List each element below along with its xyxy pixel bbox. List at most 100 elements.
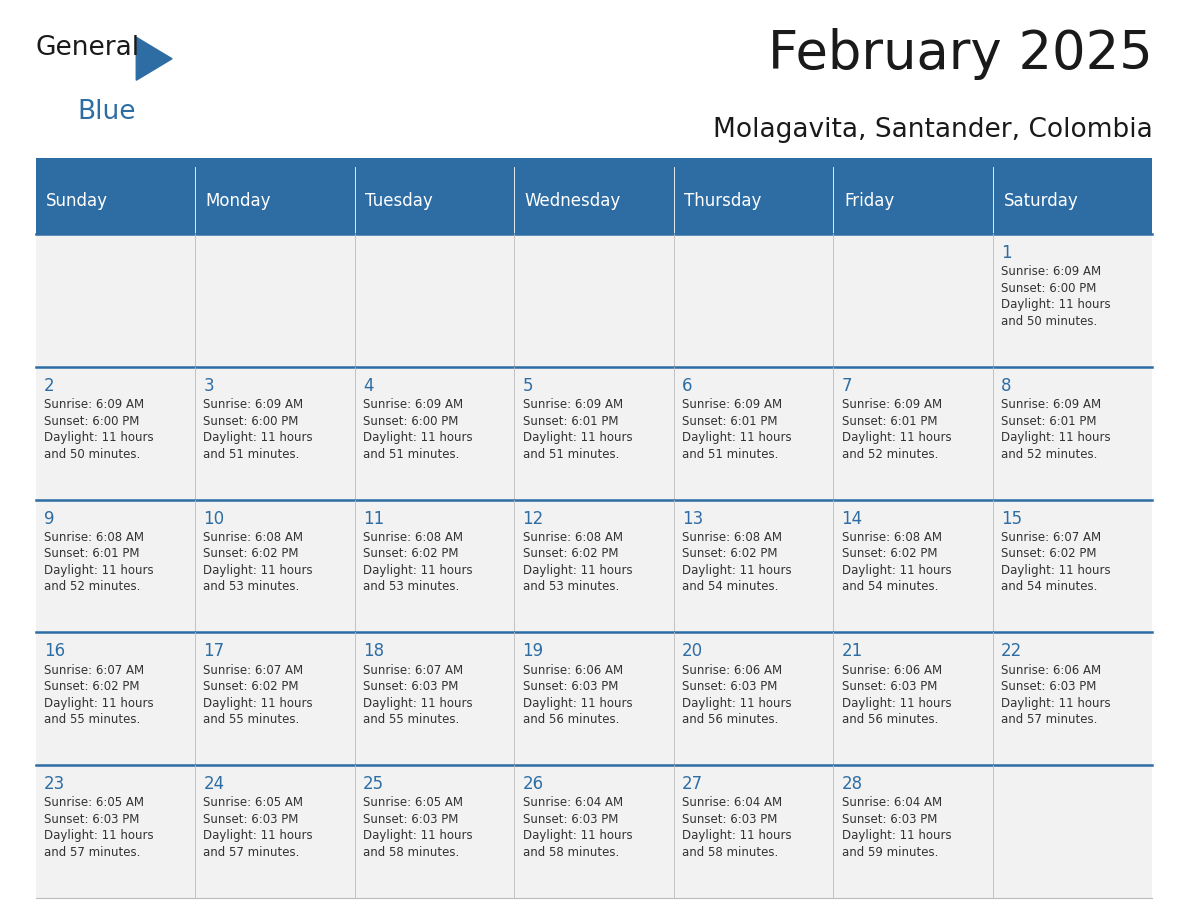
Text: Blue: Blue bbox=[77, 99, 135, 126]
Text: Wednesday: Wednesday bbox=[525, 192, 621, 209]
Text: Sunrise: 6:05 AM: Sunrise: 6:05 AM bbox=[203, 796, 303, 810]
Text: Sunrise: 6:09 AM: Sunrise: 6:09 AM bbox=[44, 398, 144, 411]
Text: and 51 minutes.: and 51 minutes. bbox=[203, 448, 299, 461]
Text: Sunset: 6:02 PM: Sunset: 6:02 PM bbox=[364, 547, 459, 560]
Text: Sunrise: 6:05 AM: Sunrise: 6:05 AM bbox=[44, 796, 144, 810]
Text: and 53 minutes.: and 53 minutes. bbox=[203, 580, 299, 593]
Text: Daylight: 11 hours: Daylight: 11 hours bbox=[523, 829, 632, 843]
Text: Sunset: 6:02 PM: Sunset: 6:02 PM bbox=[682, 547, 778, 560]
Text: Daylight: 11 hours: Daylight: 11 hours bbox=[1001, 564, 1111, 577]
Text: Daylight: 11 hours: Daylight: 11 hours bbox=[203, 829, 314, 843]
Text: 13: 13 bbox=[682, 509, 703, 528]
Text: Sunrise: 6:06 AM: Sunrise: 6:06 AM bbox=[1001, 664, 1101, 677]
Text: and 57 minutes.: and 57 minutes. bbox=[44, 845, 140, 859]
Text: and 56 minutes.: and 56 minutes. bbox=[841, 713, 939, 726]
Text: and 51 minutes.: and 51 minutes. bbox=[364, 448, 460, 461]
Text: and 52 minutes.: and 52 minutes. bbox=[44, 580, 140, 593]
Text: Sunday: Sunday bbox=[46, 192, 108, 209]
Text: 10: 10 bbox=[203, 509, 225, 528]
Text: Sunrise: 6:04 AM: Sunrise: 6:04 AM bbox=[523, 796, 623, 810]
Text: 19: 19 bbox=[523, 643, 544, 660]
Text: and 58 minutes.: and 58 minutes. bbox=[523, 845, 619, 859]
Text: Sunrise: 6:07 AM: Sunrise: 6:07 AM bbox=[203, 664, 304, 677]
Text: 27: 27 bbox=[682, 775, 703, 793]
Text: and 53 minutes.: and 53 minutes. bbox=[364, 580, 460, 593]
Text: Sunset: 6:00 PM: Sunset: 6:00 PM bbox=[364, 415, 459, 428]
Text: Sunset: 6:01 PM: Sunset: 6:01 PM bbox=[523, 415, 618, 428]
Text: Sunrise: 6:09 AM: Sunrise: 6:09 AM bbox=[1001, 265, 1101, 278]
Text: Sunset: 6:02 PM: Sunset: 6:02 PM bbox=[203, 680, 299, 693]
Text: and 53 minutes.: and 53 minutes. bbox=[523, 580, 619, 593]
Text: Sunset: 6:02 PM: Sunset: 6:02 PM bbox=[44, 680, 139, 693]
Text: Sunset: 6:00 PM: Sunset: 6:00 PM bbox=[203, 415, 299, 428]
Text: 20: 20 bbox=[682, 643, 703, 660]
Text: Daylight: 11 hours: Daylight: 11 hours bbox=[203, 564, 314, 577]
Text: 18: 18 bbox=[364, 643, 384, 660]
Text: Daylight: 11 hours: Daylight: 11 hours bbox=[364, 564, 473, 577]
Text: Monday: Monday bbox=[206, 192, 271, 209]
Text: Daylight: 11 hours: Daylight: 11 hours bbox=[523, 564, 632, 577]
Text: Sunset: 6:03 PM: Sunset: 6:03 PM bbox=[364, 680, 459, 693]
Text: Sunset: 6:03 PM: Sunset: 6:03 PM bbox=[841, 812, 937, 826]
Text: Sunset: 6:00 PM: Sunset: 6:00 PM bbox=[44, 415, 139, 428]
Text: Sunrise: 6:05 AM: Sunrise: 6:05 AM bbox=[364, 796, 463, 810]
Text: Sunset: 6:03 PM: Sunset: 6:03 PM bbox=[841, 680, 937, 693]
Text: 22: 22 bbox=[1001, 643, 1023, 660]
Polygon shape bbox=[137, 38, 172, 80]
Text: Sunset: 6:02 PM: Sunset: 6:02 PM bbox=[203, 547, 299, 560]
Text: General: General bbox=[36, 35, 140, 62]
Text: and 57 minutes.: and 57 minutes. bbox=[203, 845, 299, 859]
Text: Sunrise: 6:07 AM: Sunrise: 6:07 AM bbox=[364, 664, 463, 677]
Text: Sunset: 6:03 PM: Sunset: 6:03 PM bbox=[523, 812, 618, 826]
Text: Daylight: 11 hours: Daylight: 11 hours bbox=[682, 564, 791, 577]
Text: and 51 minutes.: and 51 minutes. bbox=[523, 448, 619, 461]
Text: and 50 minutes.: and 50 minutes. bbox=[1001, 315, 1098, 328]
Text: Sunrise: 6:09 AM: Sunrise: 6:09 AM bbox=[364, 398, 463, 411]
Text: Daylight: 11 hours: Daylight: 11 hours bbox=[44, 431, 153, 444]
Text: and 51 minutes.: and 51 minutes. bbox=[682, 448, 778, 461]
Text: 9: 9 bbox=[44, 509, 55, 528]
Text: Daylight: 11 hours: Daylight: 11 hours bbox=[203, 697, 314, 710]
Text: and 54 minutes.: and 54 minutes. bbox=[841, 580, 939, 593]
Text: Sunrise: 6:04 AM: Sunrise: 6:04 AM bbox=[682, 796, 782, 810]
Text: Sunset: 6:03 PM: Sunset: 6:03 PM bbox=[364, 812, 459, 826]
Text: 8: 8 bbox=[1001, 377, 1012, 395]
Text: Daylight: 11 hours: Daylight: 11 hours bbox=[523, 431, 632, 444]
Text: and 56 minutes.: and 56 minutes. bbox=[523, 713, 619, 726]
Text: and 52 minutes.: and 52 minutes. bbox=[1001, 448, 1098, 461]
Text: Sunrise: 6:09 AM: Sunrise: 6:09 AM bbox=[1001, 398, 1101, 411]
Text: Sunrise: 6:07 AM: Sunrise: 6:07 AM bbox=[44, 664, 144, 677]
Text: Sunrise: 6:09 AM: Sunrise: 6:09 AM bbox=[203, 398, 304, 411]
Text: Daylight: 11 hours: Daylight: 11 hours bbox=[1001, 431, 1111, 444]
Text: Sunrise: 6:09 AM: Sunrise: 6:09 AM bbox=[523, 398, 623, 411]
Text: Daylight: 11 hours: Daylight: 11 hours bbox=[841, 829, 952, 843]
Text: Thursday: Thursday bbox=[684, 192, 762, 209]
Text: 2: 2 bbox=[44, 377, 55, 395]
Text: 3: 3 bbox=[203, 377, 214, 395]
Text: and 52 minutes.: and 52 minutes. bbox=[841, 448, 939, 461]
Text: Sunrise: 6:08 AM: Sunrise: 6:08 AM bbox=[682, 531, 782, 543]
Text: Sunrise: 6:06 AM: Sunrise: 6:06 AM bbox=[841, 664, 942, 677]
Text: Sunrise: 6:08 AM: Sunrise: 6:08 AM bbox=[44, 531, 144, 543]
Text: and 54 minutes.: and 54 minutes. bbox=[1001, 580, 1098, 593]
Text: Sunset: 6:01 PM: Sunset: 6:01 PM bbox=[682, 415, 778, 428]
Text: Sunset: 6:01 PM: Sunset: 6:01 PM bbox=[1001, 415, 1097, 428]
Text: Sunset: 6:03 PM: Sunset: 6:03 PM bbox=[1001, 680, 1097, 693]
Text: 6: 6 bbox=[682, 377, 693, 395]
Text: 26: 26 bbox=[523, 775, 544, 793]
Text: Daylight: 11 hours: Daylight: 11 hours bbox=[203, 431, 314, 444]
Text: and 57 minutes.: and 57 minutes. bbox=[1001, 713, 1098, 726]
Text: Daylight: 11 hours: Daylight: 11 hours bbox=[1001, 697, 1111, 710]
Text: Daylight: 11 hours: Daylight: 11 hours bbox=[364, 829, 473, 843]
Text: 16: 16 bbox=[44, 643, 65, 660]
Text: 25: 25 bbox=[364, 775, 384, 793]
Text: Sunrise: 6:08 AM: Sunrise: 6:08 AM bbox=[203, 531, 303, 543]
Text: Tuesday: Tuesday bbox=[366, 192, 434, 209]
Text: Molagavita, Santander, Colombia: Molagavita, Santander, Colombia bbox=[713, 118, 1152, 143]
Text: Sunset: 6:02 PM: Sunset: 6:02 PM bbox=[1001, 547, 1097, 560]
Text: Sunset: 6:03 PM: Sunset: 6:03 PM bbox=[682, 812, 777, 826]
Text: 12: 12 bbox=[523, 509, 544, 528]
Text: Sunset: 6:01 PM: Sunset: 6:01 PM bbox=[841, 415, 937, 428]
Text: and 55 minutes.: and 55 minutes. bbox=[364, 713, 460, 726]
Text: 5: 5 bbox=[523, 377, 533, 395]
